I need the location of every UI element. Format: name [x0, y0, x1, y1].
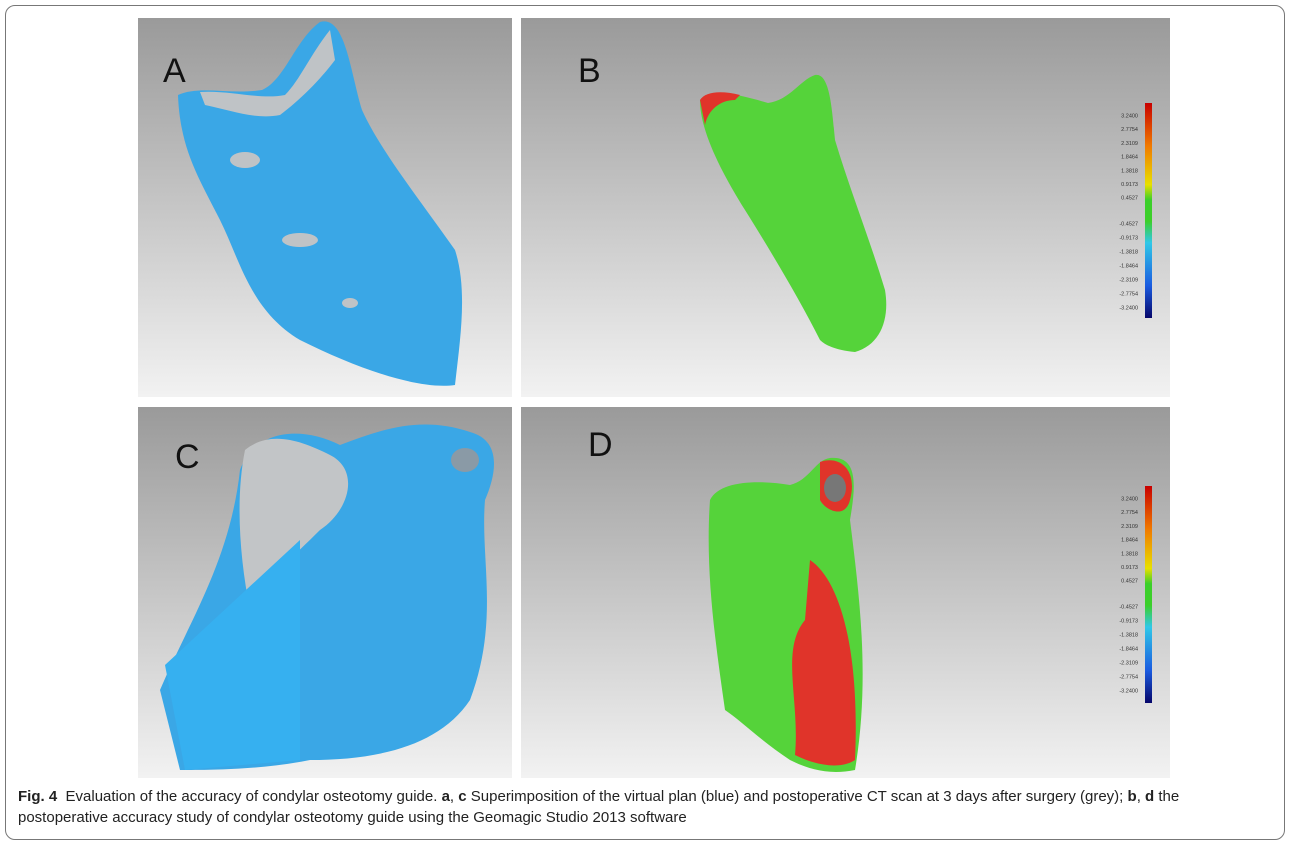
panel-ref: c: [458, 788, 466, 805]
color-scale-label: 1.3818: [1121, 168, 1138, 174]
color-scale-label: -1.8464: [1119, 646, 1138, 652]
color-scale-label: -2.3109: [1119, 660, 1138, 666]
color-scale-label: -1.8464: [1119, 263, 1138, 269]
panel-ref: d: [1145, 788, 1154, 805]
caption: Fig. 4 Evaluation of the accuracy of con…: [18, 786, 1248, 828]
panel-ref: b: [1128, 788, 1137, 805]
color-scale-label: -2.7754: [1119, 674, 1138, 680]
panel-label: B: [578, 52, 601, 90]
guide-hole: [451, 448, 479, 472]
panel-label: A: [163, 52, 186, 90]
color-scale-label: -0.4527: [1119, 221, 1138, 227]
color-scale-label: -1.3818: [1119, 632, 1138, 638]
guide-hole: [824, 474, 846, 502]
separator: ,: [450, 788, 454, 805]
color-bar: [1145, 103, 1152, 318]
color-scale-label: 0.4527: [1121, 196, 1138, 202]
color-scale-label: -0.4527: [1119, 604, 1138, 610]
color-scale-label: -0.9173: [1119, 618, 1138, 624]
color-scale-label: 2.3109: [1121, 524, 1138, 530]
figure-label: Fig. 4: [18, 788, 57, 805]
color-scale-label: 0.9173: [1121, 565, 1138, 571]
overlay-patch: [282, 233, 318, 247]
color-scale-label: 1.8464: [1121, 155, 1138, 161]
color-bar: [1145, 486, 1152, 703]
color-scale-label: 0.9173: [1121, 182, 1138, 188]
color-scale-label: 1.3818: [1121, 551, 1138, 557]
color-scale-label: 0.4527: [1121, 579, 1138, 585]
panel-ref: a: [442, 788, 450, 805]
color-scale-label: -3.2400: [1119, 305, 1138, 311]
overlay-patch: [230, 152, 260, 168]
color-scale-label: -1.3818: [1119, 249, 1138, 255]
color-scale-label: 2.7754: [1121, 127, 1138, 133]
color-scale-label: 3.2400: [1121, 496, 1138, 502]
caption-text: Superimposition of the virtual plan (blu…: [471, 788, 1124, 805]
color-scale-label: 3.2400: [1121, 113, 1138, 119]
overlay-patch: [342, 298, 358, 308]
color-scale-label: 1.8464: [1121, 538, 1138, 544]
color-scale-label: -2.3109: [1119, 277, 1138, 283]
panel-label: C: [175, 438, 200, 476]
color-scale-label: -2.7754: [1119, 291, 1138, 297]
separator: ,: [1137, 788, 1141, 805]
color-scale-label: -0.9173: [1119, 235, 1138, 241]
color-scale-label: 2.3109: [1121, 141, 1138, 147]
color-scale-label: 2.7754: [1121, 510, 1138, 516]
panel-label: D: [588, 426, 613, 464]
color-scale-label: -3.2400: [1119, 688, 1138, 694]
figure: A B C D 3.2400 2.7754 2.3109 1.8464 1.3818 0.…: [0, 0, 1290, 790]
caption-title: Evaluation of the accuracy of condylar o…: [66, 788, 438, 805]
